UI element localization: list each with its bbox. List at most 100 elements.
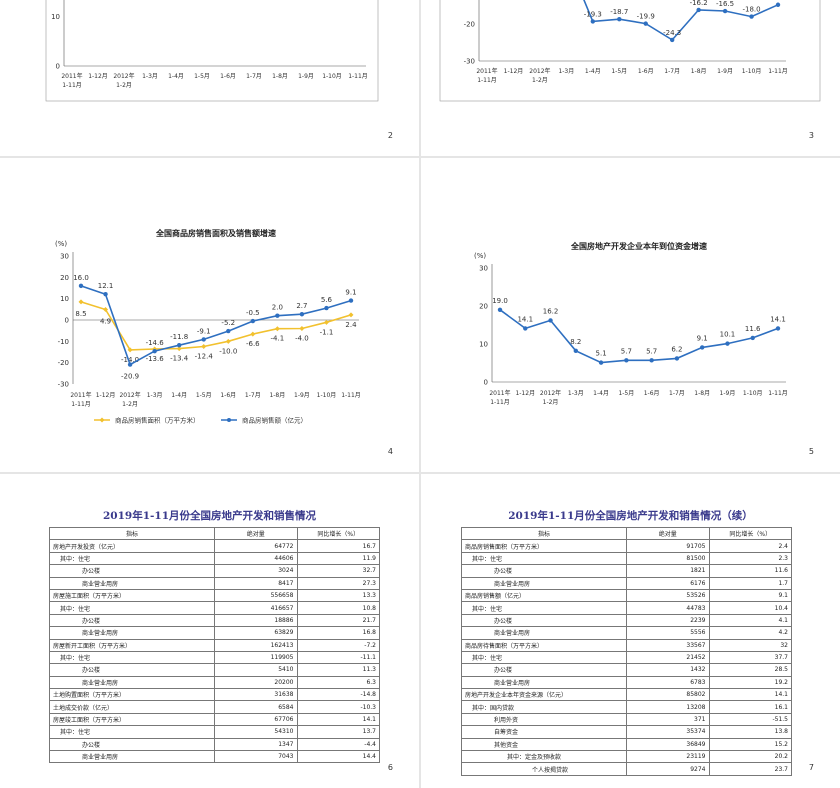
row-indicator: 其中：住宅 [461, 650, 627, 665]
row-value: 91705 [626, 539, 710, 553]
data-label: 14.1 [770, 315, 786, 323]
data-point [590, 19, 596, 24]
legend-label-amount: 商品房销售额（亿元） [242, 416, 307, 425]
row-indicator: 自筹资金 [461, 725, 627, 739]
row-growth: -14.8 [296, 688, 380, 702]
table-row: 其中：住宅 21452 37.7 [461, 650, 792, 665]
y-tick-label: -30 [464, 58, 475, 66]
row-indicator: 房屋施工面积（万平方米） [49, 588, 215, 603]
table-row: 办公楼 2239 4.1 [461, 613, 792, 628]
x-tick-label: 1-6月 [220, 392, 236, 399]
y-tick-label: 0 [65, 317, 69, 325]
row-growth: 21.7 [296, 613, 380, 628]
row-indicator: 利用外资 [461, 712, 627, 727]
row-growth: -4.4 [296, 737, 380, 752]
x-tick-label: 1-2月 [532, 77, 548, 84]
data-label: 16.0 [73, 274, 89, 282]
data-label: -13.6 [146, 355, 165, 363]
x-tick-label: 1-7月 [246, 73, 262, 80]
row-growth: 6.3 [296, 675, 380, 690]
data-point [750, 335, 755, 341]
table-row: 商业营业用房 7043 14.4 [49, 750, 380, 764]
row-value: 9274 [626, 762, 710, 776]
table-row: 其中：住宅 44783 10.4 [461, 601, 792, 615]
x-tick-label: 1-7月 [669, 390, 685, 397]
y-tick-label: 30 [60, 253, 69, 261]
x-tick-label: 1-11月 [341, 392, 361, 399]
data-label: 14.1 [517, 315, 533, 323]
data-point [103, 307, 109, 313]
data-point [497, 307, 503, 312]
x-tick-label: 1-9月 [298, 73, 314, 80]
row-value: 18886 [214, 613, 298, 628]
data-label: 9.1 [345, 289, 356, 297]
row-value: 6783 [626, 675, 710, 690]
row-value: 54310 [214, 725, 298, 739]
data-label: -19.3 [584, 10, 602, 18]
x-tick-label: 1-10月 [322, 73, 342, 80]
row-value: 53526 [626, 588, 710, 603]
x-tick-label: 1-4月 [593, 390, 609, 397]
table-row: 其中：国内贷款 13208 16.1 [461, 700, 792, 714]
data-point [523, 326, 528, 331]
x-tick-label: 2012年 [540, 389, 561, 397]
y-tick-label: 20 [60, 274, 69, 282]
row-growth: -51.5 [708, 712, 792, 727]
slide-5: 全国房地产开发企业本年到位资金增速 (%) 30 20 10 0 2011年 1-11月 1-1… [421, 158, 840, 472]
row-indicator: 其他资金 [461, 737, 627, 752]
data-point [103, 291, 108, 297]
x-tick-label: 1-5月 [618, 390, 634, 397]
legend-marker-area [99, 417, 105, 423]
row-indicator: 其中：住宅 [461, 601, 627, 615]
row-indicator: 商品房待售面积（万平方米） [461, 638, 627, 652]
slide-4: 全国商品房销售面积及销售额增速 (%) 30 20 10 0 -10 -20 -30 2011年 1… [0, 158, 419, 472]
x-tick-label: 1-3月 [558, 68, 574, 75]
slide-6: 2019年1-11月份全国房地产开发和销售情况 指标 绝对量 同比增长（%） 房地产开… [0, 474, 419, 788]
row-growth: 16.7 [296, 539, 380, 553]
data-label: 6.2 [671, 345, 682, 353]
table-row: 商业营业用房 63829 16.8 [49, 626, 380, 640]
y-tick-label: -30 [58, 381, 69, 389]
chart-title: 全国房地产开发企业本年到位资金增速 [570, 241, 707, 251]
table-row: 商业营业用房 8417 27.3 [49, 576, 380, 590]
row-value: 8417 [214, 576, 298, 590]
row-growth: 23.7 [708, 762, 792, 776]
data-point [348, 312, 354, 318]
row-indicator: 其中：住宅 [461, 551, 627, 566]
data-point [176, 346, 182, 352]
land-area-growth-chart: -10-20-302011年1-11月1-12月2012年1-2月1-3月1-4… [439, 0, 821, 102]
table-row: 利用外资 371 -51.5 [461, 712, 792, 727]
row-value: 5556 [626, 626, 710, 640]
table-row: 房屋新开工面积（万平方米） 162413 -7.2 [49, 638, 380, 652]
table-row: 其中：住宅 119905 -11.1 [49, 650, 380, 665]
table-row: 办公楼 18886 21.7 [49, 613, 380, 628]
data-point [274, 326, 280, 332]
x-tick-label: 1-9月 [717, 68, 733, 75]
data-point [573, 348, 579, 354]
row-indicator: 其中：定金及预收款 [461, 750, 627, 764]
row-indicator: 商业营业用房 [461, 626, 627, 640]
row-growth: 4.2 [708, 626, 792, 640]
x-tick-label: 1-10月 [742, 68, 762, 75]
data-label: -13.4 [170, 355, 189, 363]
data-label: 8.5 [75, 310, 86, 318]
y-tick-label: -20 [58, 359, 69, 367]
row-indicator: 房屋竣工面积（万平方米） [49, 712, 215, 727]
data-point [225, 338, 231, 344]
chart-frame [439, 0, 821, 102]
data-label: -18.0 [742, 6, 760, 14]
table-row: 房屋施工面积（万平方米） 556658 13.3 [49, 588, 380, 603]
row-indicator: 其中：住宅 [49, 725, 215, 739]
data-label: 5.7 [646, 347, 657, 355]
series-line [80, 301, 352, 351]
row-value: 2239 [626, 613, 710, 628]
data-label: 16.2 [543, 307, 559, 315]
row-growth: 27.3 [296, 576, 380, 590]
row-value: 7043 [214, 750, 298, 764]
data-label: 5.7 [621, 347, 632, 355]
table-header-row: 指标 绝对量 同比增长（%） [49, 526, 380, 541]
x-tick-label: 1-8月 [269, 392, 285, 399]
table-row: 其中：住宅 416657 10.8 [49, 601, 380, 615]
data-label: 5.6 [321, 296, 333, 304]
data-point [624, 358, 629, 363]
